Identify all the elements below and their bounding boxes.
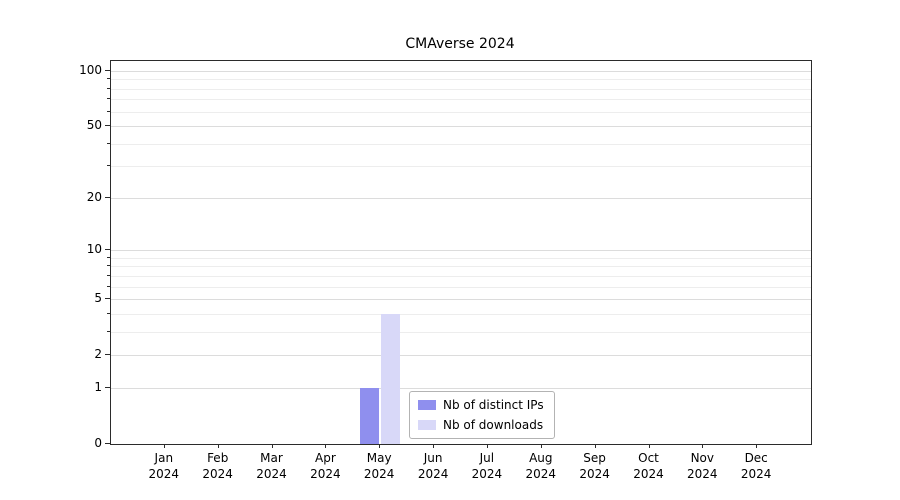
- y-tick-label: 20: [86, 189, 102, 204]
- y-minor-tick-mark: [107, 274, 110, 276]
- gridline: [111, 250, 811, 252]
- x-tick-label: Jul 2024: [471, 451, 503, 481]
- y-tick-mark: [105, 196, 110, 198]
- x-tick-label: Apr 2024: [310, 451, 341, 481]
- legend-item: Nb of downloads: [418, 418, 544, 432]
- x-tick-mark: [594, 444, 596, 448]
- bar-nb-of-downloads: [381, 313, 401, 444]
- legend-label: Nb of distinct IPs: [443, 398, 544, 412]
- gridline: [111, 387, 811, 389]
- y-tick-label: 1: [94, 379, 102, 394]
- y-minor-tick-mark: [107, 330, 110, 332]
- y-tick-mark: [105, 125, 110, 127]
- gridline: [111, 166, 811, 168]
- gridline: [111, 88, 811, 90]
- y-tick-label: 100: [79, 62, 102, 77]
- x-tick-mark: [486, 444, 488, 448]
- y-minor-tick-mark: [107, 285, 110, 287]
- y-tick-label: 0: [94, 436, 102, 450]
- gridline: [111, 197, 811, 199]
- y-tick-label: 2: [94, 347, 102, 362]
- gridline: [111, 313, 811, 315]
- x-tick-mark: [648, 444, 650, 448]
- y-minor-tick-mark: [107, 142, 110, 144]
- gridline: [111, 99, 811, 101]
- gridline: [111, 79, 811, 81]
- x-tick-label: Feb 2024: [202, 451, 233, 481]
- x-tick-mark: [163, 444, 165, 448]
- y-tick-mark: [105, 354, 110, 356]
- x-tick-mark: [540, 444, 542, 448]
- y-tick-mark: [105, 298, 110, 300]
- y-minor-tick-mark: [107, 256, 110, 258]
- y-minor-tick-mark: [107, 87, 110, 89]
- gridline: [111, 257, 811, 259]
- y-tick-mark: [105, 249, 110, 251]
- legend-item: Nb of distinct IPs: [418, 398, 544, 412]
- chart-title: CMAverse 2024: [405, 36, 515, 52]
- x-tick-mark: [702, 444, 704, 448]
- y-tick-label: 5: [94, 291, 102, 306]
- gridline: [111, 331, 811, 333]
- y-tick-label: 10: [86, 242, 102, 257]
- y-minor-tick-mark: [107, 78, 110, 80]
- bar-nb-of-distinct-ips: [360, 387, 380, 444]
- legend-swatch: [418, 400, 436, 410]
- x-tick-mark: [217, 444, 219, 448]
- x-tick-mark: [325, 444, 327, 448]
- gridline: [111, 286, 811, 288]
- x-tick-label: Sep 2024: [579, 451, 610, 481]
- x-tick-label: Mar 2024: [256, 451, 287, 481]
- y-tick-label: 50: [86, 118, 102, 133]
- y-minor-tick-mark: [107, 265, 110, 267]
- gridline: [111, 111, 811, 113]
- x-tick-label: Dec 2024: [740, 451, 772, 481]
- plot-area: Nb of distinct IPs Nb of downloads: [110, 60, 812, 445]
- y-tick-mark: [105, 69, 110, 71]
- legend-swatch: [418, 420, 436, 430]
- gridline: [111, 143, 811, 145]
- y-tick-mark: [105, 443, 110, 444]
- x-tick-label: Jun 2024: [417, 451, 449, 481]
- gridline: [111, 275, 811, 277]
- x-tick-label: Aug 2024: [525, 451, 557, 481]
- x-tick-label: Jan 2024: [148, 451, 180, 481]
- gridline: [111, 266, 811, 268]
- x-tick-label: May 2024: [363, 451, 395, 481]
- x-tick-mark: [379, 444, 381, 448]
- gridline: [111, 70, 811, 72]
- legend-label: Nb of downloads: [443, 418, 544, 432]
- legend: Nb of distinct IPs Nb of downloads: [409, 391, 555, 439]
- y-tick-mark: [105, 386, 110, 388]
- y-minor-tick-mark: [107, 98, 110, 100]
- y-minor-tick-mark: [107, 165, 110, 167]
- gridline: [111, 355, 811, 357]
- gridline: [111, 299, 811, 301]
- x-tick-mark: [433, 444, 435, 448]
- x-tick-label: Nov 2024: [687, 451, 718, 481]
- x-tick-label: Oct 2024: [633, 451, 664, 481]
- x-tick-mark: [756, 444, 758, 448]
- y-minor-tick-mark: [107, 110, 110, 112]
- x-tick-mark: [271, 444, 273, 448]
- y-minor-tick-mark: [107, 312, 110, 314]
- gridline: [111, 126, 811, 127]
